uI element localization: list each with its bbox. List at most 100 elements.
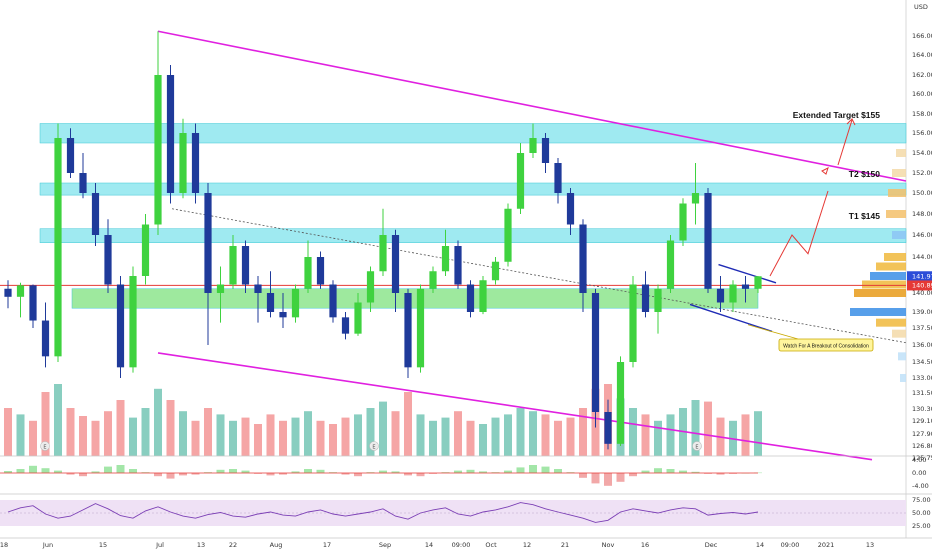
candle-body xyxy=(216,284,225,293)
macd-bar xyxy=(666,469,675,473)
macd-bar xyxy=(179,473,187,476)
price-pane-bg xyxy=(0,0,906,456)
price-tick-label: 156.00 xyxy=(912,129,932,137)
candle-body xyxy=(754,276,762,289)
macd-bar xyxy=(66,473,75,475)
macd-bar xyxy=(116,465,125,473)
candle-body xyxy=(104,235,112,285)
volume-bar xyxy=(241,417,250,456)
projection-path xyxy=(769,190,829,277)
price-tick-label: 136.00 xyxy=(912,341,932,349)
volume-bar xyxy=(329,424,337,456)
candle-body xyxy=(566,193,575,225)
time-tick-label: 15 xyxy=(99,541,107,549)
price-axis: USD 166.00 164.00 162.00 160.00 158.00 156.00… xyxy=(907,3,932,462)
macd-bar xyxy=(591,473,600,484)
macd-bar xyxy=(616,473,625,482)
price-tick-label: 131.50 xyxy=(912,389,932,397)
candle-body xyxy=(366,271,375,303)
volume-bar xyxy=(4,408,12,456)
extended-target-label: Extended Target $155 xyxy=(793,110,881,120)
macd-bar xyxy=(529,465,537,473)
candle-body xyxy=(304,257,312,289)
macd-bar xyxy=(4,471,12,473)
volume-bar xyxy=(254,424,262,456)
macd-bar xyxy=(104,466,112,473)
candle-body xyxy=(479,280,487,312)
macd-bar xyxy=(654,468,662,473)
t1-label: T1 $145 xyxy=(849,211,880,221)
volume-bar xyxy=(554,420,562,456)
candle-body xyxy=(229,246,237,285)
macd-bar xyxy=(54,470,62,473)
candle-body xyxy=(4,288,12,297)
dashed-trendline xyxy=(171,208,907,344)
macd-bar xyxy=(466,469,475,473)
time-tick-label: Dec xyxy=(705,541,718,549)
profile-bar xyxy=(898,352,906,361)
candle-body xyxy=(629,284,637,362)
candle-body xyxy=(704,193,712,289)
callout-box xyxy=(778,338,874,352)
price-marker-label: 140.89 xyxy=(912,282,932,290)
candle-body xyxy=(391,235,400,293)
volume-bar xyxy=(16,414,25,456)
candle-body xyxy=(66,138,75,173)
price-tick-label: 137.50 xyxy=(912,324,932,332)
macd-bar xyxy=(166,473,175,479)
macd-bar xyxy=(641,470,650,473)
macd-bar xyxy=(604,473,612,486)
macd-bar xyxy=(366,472,375,473)
volume-bar xyxy=(516,408,525,456)
profile-bar xyxy=(854,289,906,297)
volume-bar xyxy=(79,416,87,456)
price-tick-label: 127.90 xyxy=(912,430,932,438)
volume-bar xyxy=(454,411,462,456)
candle-body xyxy=(316,257,325,285)
candle-body xyxy=(116,284,125,368)
wedge-upper-line xyxy=(718,263,777,284)
macd-bar xyxy=(629,473,637,477)
volume-bar xyxy=(229,420,237,456)
candle-body xyxy=(129,276,137,368)
volume-bar xyxy=(354,414,362,456)
price-tick-label: 152.00 xyxy=(912,169,932,177)
volume-bar xyxy=(691,400,700,456)
candle-body xyxy=(329,284,337,318)
volume-bar xyxy=(491,417,500,456)
candle-body xyxy=(616,362,625,444)
time-tick-label: 21 xyxy=(561,541,569,549)
earnings-marker-label: E xyxy=(43,444,46,450)
volume-bar xyxy=(154,388,162,456)
time-tick-label: Jun xyxy=(42,541,53,549)
volume-bar xyxy=(416,414,425,456)
price-tick-label: 134.50 xyxy=(912,358,932,366)
time-tick-label: 2021 xyxy=(818,541,835,549)
macd-bar xyxy=(279,473,287,475)
candle-body xyxy=(354,302,362,334)
candle-body xyxy=(641,284,650,312)
macd-bar xyxy=(491,472,500,473)
candle-body xyxy=(29,285,37,321)
time-tick-label: 17 xyxy=(323,541,331,549)
volume-bar xyxy=(104,411,112,456)
macd-bar xyxy=(679,470,687,473)
time-tick-label: 18 xyxy=(0,541,8,549)
macd-bar xyxy=(704,473,712,474)
macd-bar xyxy=(716,473,725,475)
price-tick-label: 164.00 xyxy=(912,51,932,59)
candle-body xyxy=(241,246,250,285)
candle-body xyxy=(466,284,475,312)
volume-bar xyxy=(304,411,312,456)
volume-bar xyxy=(754,411,762,456)
time-axis: 18 Jun 15 Jul 13 22 Aug 17 Sep 14 09:00 Oct 12 21 Nov 1… xyxy=(0,541,874,549)
candle-body xyxy=(54,138,62,357)
rsi-tick-label: 50.00 xyxy=(912,509,931,517)
profile-bar xyxy=(870,272,906,280)
price-tick-label: 130.30 xyxy=(912,405,932,413)
price-tick-label: 125.75 xyxy=(912,454,932,462)
price-tick-label: 139.00 xyxy=(912,308,932,316)
volume-bar xyxy=(29,420,37,456)
candle-body xyxy=(654,288,662,312)
